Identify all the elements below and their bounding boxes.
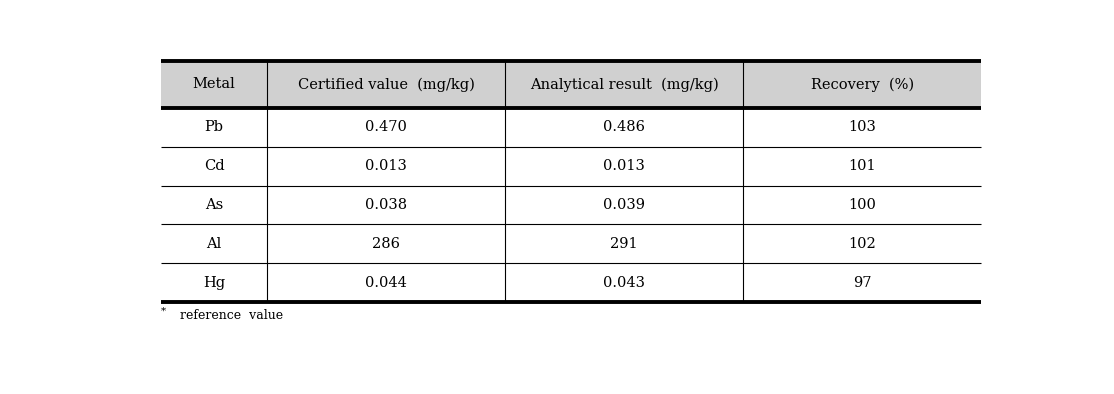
Text: 0.486: 0.486 — [604, 121, 645, 134]
Text: Cd: Cd — [204, 159, 224, 173]
Text: 0.013: 0.013 — [604, 159, 645, 173]
Text: 291: 291 — [610, 237, 638, 251]
Text: 0.039: 0.039 — [604, 198, 645, 212]
Text: 0.013: 0.013 — [365, 159, 408, 173]
Text: reference  value: reference value — [176, 309, 283, 322]
Bar — [160, 61, 981, 108]
Text: 100: 100 — [848, 198, 876, 212]
Bar — [160, 186, 981, 225]
Bar — [160, 225, 981, 263]
Text: 0.470: 0.470 — [365, 121, 408, 134]
Text: Pb: Pb — [205, 121, 224, 134]
Text: 286: 286 — [372, 237, 400, 251]
Text: Al: Al — [206, 237, 222, 251]
Text: 0.043: 0.043 — [604, 276, 645, 290]
Text: As: As — [205, 198, 223, 212]
Bar — [160, 147, 981, 186]
Text: 102: 102 — [848, 237, 876, 251]
Text: Hg: Hg — [203, 276, 225, 290]
Text: 97: 97 — [853, 276, 871, 290]
Text: Metal: Metal — [193, 78, 235, 91]
Text: Recovery  (%): Recovery (%) — [811, 77, 913, 92]
Text: Certified value  (mg/kg): Certified value (mg/kg) — [297, 77, 475, 92]
Text: 101: 101 — [848, 159, 876, 173]
Text: 0.038: 0.038 — [365, 198, 408, 212]
Bar — [160, 263, 981, 302]
Text: 0.044: 0.044 — [365, 276, 408, 290]
Text: *: * — [160, 307, 166, 316]
Text: Analytical result  (mg/kg): Analytical result (mg/kg) — [530, 77, 719, 92]
Text: 103: 103 — [848, 121, 876, 134]
Bar — [160, 108, 981, 147]
